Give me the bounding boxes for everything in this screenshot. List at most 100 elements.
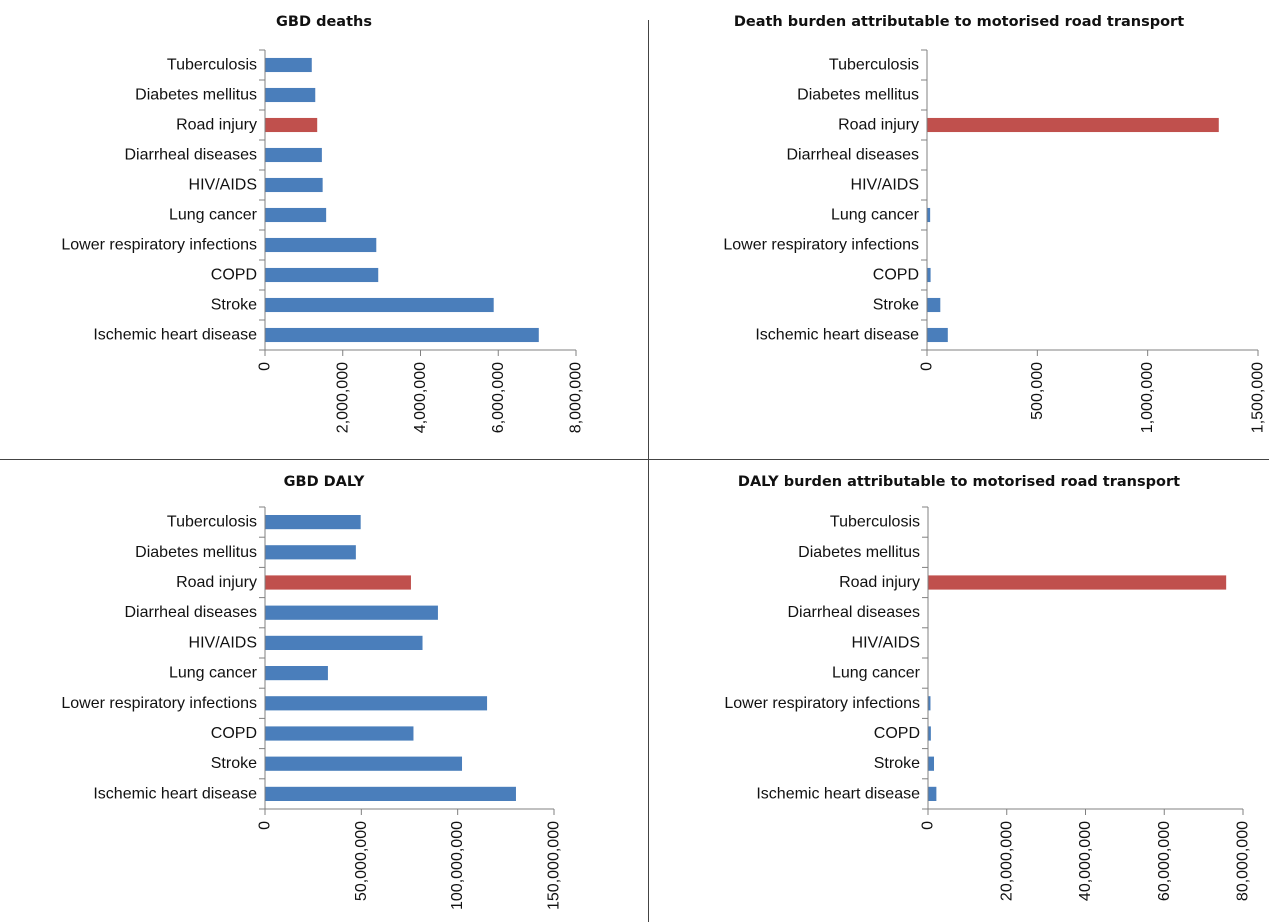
category-label: Lower respiratory infections: [61, 237, 257, 254]
category-label: COPD: [211, 267, 257, 284]
vertical-divider: [648, 20, 649, 922]
bar: [928, 756, 935, 771]
bar: [927, 297, 941, 313]
x-tick-label: 2,000,000: [334, 362, 351, 433]
category-label: Lung cancer: [169, 207, 258, 224]
category-label: Stroke: [211, 755, 257, 772]
category-label: Diabetes mellitus: [798, 544, 920, 561]
x-tick-label: 6,000,000: [490, 362, 507, 433]
category-label: Road injury: [176, 574, 257, 591]
category-label: COPD: [211, 725, 257, 742]
bar: [927, 117, 1219, 133]
category-label: COPD: [873, 267, 919, 284]
panel-daly-burden-road-transport: DALY burden attributable to motorised ro…: [649, 460, 1269, 922]
bar: [265, 177, 323, 193]
horizontal-divider: [0, 459, 1269, 460]
bar: [928, 696, 931, 711]
x-tick-label: 60,000,000: [1156, 821, 1173, 901]
chart-title: Death burden attributable to motorised r…: [733, 14, 1185, 30]
bar: [265, 515, 361, 530]
category-label: Ischemic heart disease: [93, 327, 257, 344]
category-label: Diarrheal diseases: [787, 604, 920, 621]
category-label: Road injury: [838, 117, 919, 134]
category-label: Ischemic heart disease: [755, 327, 919, 344]
panel-gbd-daly: GBD DALY Tuberculosis Diabetes mellitus Ro…: [0, 460, 648, 922]
x-tick-label: 80,000,000: [1235, 821, 1252, 901]
bar: [265, 726, 414, 741]
bar: [265, 545, 356, 560]
bar: [265, 207, 327, 223]
bar: [927, 327, 948, 343]
bar: [265, 575, 411, 590]
x-tick-label: 0: [920, 821, 937, 830]
category-label: Lower respiratory infections: [61, 695, 257, 712]
category-label: Ischemic heart disease: [93, 785, 257, 802]
category-label: Tuberculosis: [167, 514, 257, 531]
category-label: Stroke: [874, 755, 920, 772]
category-label: Lung cancer: [832, 665, 921, 682]
category-label: Road injury: [176, 117, 257, 134]
category-label: Tuberculosis: [830, 514, 920, 531]
bar: [265, 635, 423, 650]
bar-chart: Tuberculosis Diabetes mellitus Road injury…: [61, 49, 585, 433]
bar-chart: Tuberculosis Diabetes mellitus Road injury…: [724, 506, 1252, 901]
category-label: COPD: [874, 725, 920, 742]
x-tick-label: 0: [919, 362, 936, 371]
category-label: Diarrheal diseases: [786, 147, 919, 164]
x-tick-label: 1,500,000: [1250, 362, 1267, 433]
category-label: Lower respiratory infections: [724, 695, 920, 712]
category-label: HIV/AIDS: [852, 634, 920, 651]
category-label: Diabetes mellitus: [135, 87, 257, 104]
x-tick-label: 0: [257, 821, 274, 830]
category-label: Road injury: [839, 574, 920, 591]
bar: [265, 147, 322, 163]
x-tick-label: 40,000,000: [1077, 821, 1094, 901]
category-label: Diarrheal diseases: [124, 147, 257, 164]
bar: [265, 605, 438, 620]
bar: [265, 666, 328, 681]
category-label: HIV/AIDS: [189, 177, 257, 194]
bar: [927, 267, 931, 283]
bar: [265, 696, 488, 711]
bar: [265, 786, 516, 801]
bar: [265, 297, 494, 313]
bar: [265, 756, 463, 771]
x-tick-label: 50,000,000: [353, 821, 370, 901]
x-tick-label: 0: [257, 362, 274, 371]
category-label: Stroke: [873, 297, 919, 314]
category-label: Stroke: [211, 297, 257, 314]
category-label: Lower respiratory infections: [723, 237, 919, 254]
x-tick-label: 20,000,000: [998, 821, 1015, 901]
bar: [265, 327, 539, 343]
panel-gbd-deaths: GBD deaths Tuberculosis Diabetes mellitus…: [0, 0, 648, 459]
category-label: HIV/AIDS: [189, 634, 257, 651]
category-label: Diabetes mellitus: [797, 87, 919, 104]
bar: [928, 575, 1227, 590]
category-label: Tuberculosis: [829, 57, 919, 74]
chart-title: GBD DALY: [283, 474, 365, 490]
category-label: Lung cancer: [831, 207, 920, 224]
x-tick-label: 1,000,000: [1139, 362, 1156, 433]
bar: [265, 87, 316, 103]
bar: [265, 57, 312, 73]
chart-title: GBD deaths: [276, 14, 372, 30]
bar: [265, 117, 318, 133]
bar-chart: Tuberculosis Diabetes mellitus Road injury…: [723, 49, 1267, 433]
bar: [928, 726, 931, 741]
bar: [927, 207, 931, 223]
bar: [928, 786, 937, 801]
category-label: HIV/AIDS: [851, 177, 919, 194]
category-label: Diabetes mellitus: [135, 544, 257, 561]
category-label: Lung cancer: [169, 665, 258, 682]
bar: [265, 267, 379, 283]
category-label: Ischemic heart disease: [756, 785, 920, 802]
category-label: Diarrheal diseases: [124, 604, 257, 621]
x-tick-label: 150,000,000: [546, 821, 563, 910]
x-tick-label: 4,000,000: [412, 362, 429, 433]
bar: [265, 237, 377, 253]
bar-chart: Tuberculosis Diabetes mellitus Road injury…: [61, 506, 563, 910]
x-tick-label: 500,000: [1029, 362, 1046, 420]
x-tick-label: 100,000,000: [449, 821, 466, 910]
category-label: Tuberculosis: [167, 57, 257, 74]
